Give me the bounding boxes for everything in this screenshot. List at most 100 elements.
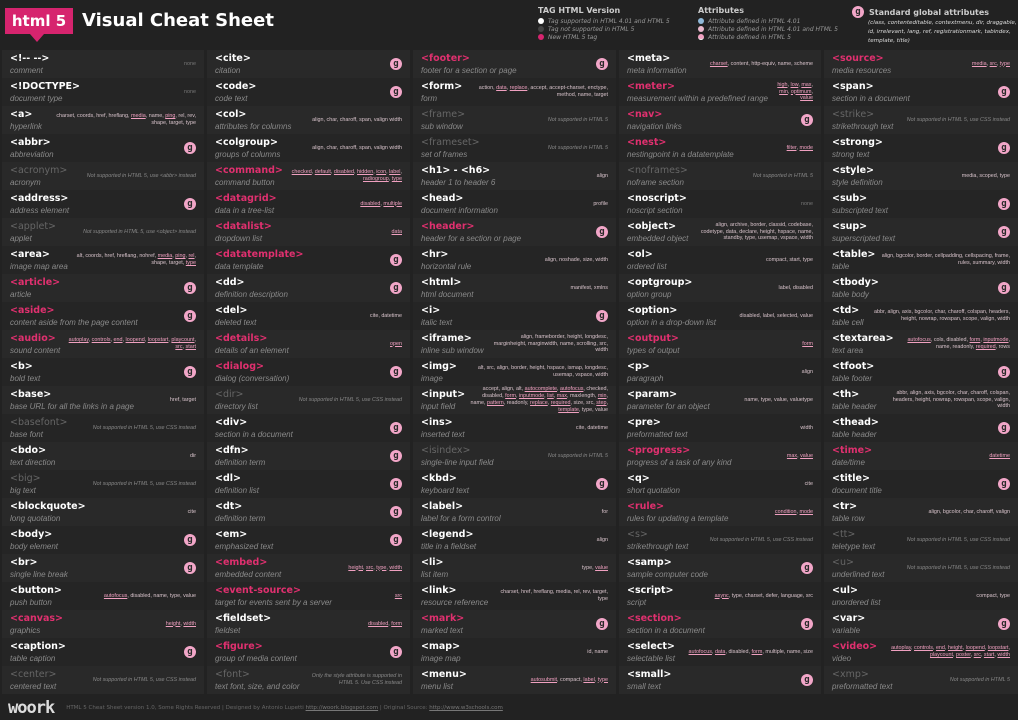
tag-description: ordered list [627, 261, 667, 271]
tag-info: <embed> embedded content [215, 557, 281, 580]
tag-info: <applet> applet [10, 221, 56, 244]
attribute: for [601, 508, 608, 515]
tag-attributes: align, archive, border, classid, codebas… [700, 221, 813, 242]
tag-description: group of media content [215, 653, 297, 663]
attribute: shape [151, 260, 166, 266]
tag-name: <link> [421, 584, 457, 596]
attribute: enctype [587, 85, 607, 92]
attribute: ping [165, 113, 176, 120]
woork-link[interactable]: http://woork.blogspot.com [305, 705, 379, 711]
attribute: mode [799, 144, 814, 151]
tag-attributes: align, frameborder, height, longdesc, ma… [493, 333, 608, 354]
tag-description: section in a document [832, 93, 910, 103]
tag-row: <mark> marked text g [413, 610, 616, 638]
tag-description: definition description [215, 289, 288, 299]
tag-description: big text [10, 485, 36, 495]
tag-info: <th> table header [832, 389, 876, 412]
tag-attributes: charset, href, hreflang, media, rel, rev… [500, 589, 608, 602]
tag-row: <optgroup> option group label, disabled [619, 274, 821, 302]
tag-row: <col> attributes for columns align, char, … [207, 106, 410, 134]
tag-description: data template [215, 261, 264, 271]
attribute: hspace [547, 365, 565, 372]
tag-info: <dir> directory list [215, 389, 258, 412]
global-attributes-icon: g [998, 198, 1010, 210]
w3schools-link[interactable]: http://www.w3schools.com [429, 705, 503, 711]
attribute: autosubmit [530, 676, 558, 683]
tag-name: <cite> [215, 52, 251, 64]
tag-name: <embed> [215, 556, 268, 568]
tag-name: <nav> [627, 108, 663, 120]
global-attributes-icon: g [998, 226, 1010, 238]
attribute: form [969, 337, 981, 344]
attribute: src [989, 60, 997, 67]
column: <meta> meta information charset, content, … [619, 50, 821, 694]
attribute: type [744, 235, 756, 242]
global-attributes-icon: g [596, 226, 608, 238]
attribute: type [999, 60, 1010, 67]
tag-attributes: src [395, 593, 402, 600]
attribute: align [312, 144, 324, 151]
tag-info: <datatemplate> data template [215, 249, 303, 272]
legend-item: Attribute defined in HTML 5 [698, 33, 838, 41]
tag-row: <datagrid> data in a tree-list disabled, m… [207, 190, 410, 218]
attribute: disabled [792, 284, 813, 291]
attribute: width [595, 372, 608, 378]
tag-name: <blockquote> [10, 500, 86, 512]
tag-info: <html> html document [421, 277, 473, 300]
tag-name: <dir> [215, 388, 244, 400]
attribute: content [730, 60, 749, 67]
attribute: align [520, 333, 533, 340]
tag-description: text area [832, 345, 864, 355]
tag-row: <applet> applet Not supported in HTML 5, u… [2, 218, 204, 246]
tag-attributes: Not supported in HTML 5, use CSS instead [92, 480, 196, 487]
attribute: span [359, 144, 371, 151]
attribute: target [592, 589, 607, 596]
tag-name: <br> [10, 556, 38, 568]
tag-info: <rule> rules for updating a template [627, 501, 728, 524]
tag-info: <del> deleted text [215, 305, 256, 328]
attribute: cellpadding [934, 253, 963, 260]
tag-info: <map> image map [421, 641, 461, 664]
tag-description: underlined text [832, 569, 885, 579]
tag-row: <strong> strong text g [824, 134, 1018, 162]
tag-info: <caption> table caption [10, 641, 66, 664]
tag-name: <tfoot> [832, 360, 875, 372]
tag-description: navigation links [627, 121, 682, 131]
tag-name: <h1> - <h6> [421, 164, 491, 176]
tag-row: <dfn> definition term g [207, 442, 410, 470]
tag-description: html document [421, 289, 474, 299]
tag-name: <isindex> [421, 444, 471, 456]
tag-description: image map area [10, 261, 68, 271]
tag-info: <strike> strikethrough text [832, 109, 893, 132]
attribute: noshade [559, 256, 580, 263]
tag-row: <nest> nestingpoint in a datatemplate filt… [619, 134, 821, 162]
tag-name: <frame> [421, 108, 466, 120]
attribute: type [802, 256, 813, 263]
global-attributes-icon: g [998, 86, 1010, 98]
tag-description: subscripted text [832, 205, 889, 215]
tag-name: <select> [627, 640, 675, 652]
tag-info: <legend> title in a fieldset [421, 529, 476, 552]
tag-info: <strong> strong text [832, 137, 883, 160]
attribute: span [359, 116, 371, 123]
legend-item: Tag not supported in HTML 5 [538, 25, 670, 33]
attribute: hreflang [533, 589, 553, 596]
tag-row: <bdo> text direction dir [2, 442, 204, 470]
tag-info: <center> centered text [10, 669, 56, 692]
tag-name: <details> [215, 332, 268, 344]
attribute: bgcolor [936, 389, 955, 396]
tag-row: <tr> table row align, bgcolor, char, charo… [824, 498, 1018, 526]
tag-info: <isindex> single-line input field [421, 445, 494, 468]
tag-description: keyboard text [421, 485, 470, 495]
attributes-legend: Attributes Attribute defined in HTML 4.0… [698, 6, 838, 41]
tag-name: <q> [627, 472, 650, 484]
tag-description: input field [421, 401, 456, 411]
tag-description: video [832, 653, 852, 663]
attribute: method [556, 92, 575, 98]
attribute: nowrap [918, 316, 937, 322]
tag-row: <big> big text Not supported in HTML 5, us… [2, 470, 204, 498]
tag-row: <legend> title in a fieldset align [413, 526, 616, 554]
attribute: src [394, 592, 402, 599]
tag-name: <strike> [832, 108, 875, 120]
attribute: autoplay [68, 337, 89, 344]
